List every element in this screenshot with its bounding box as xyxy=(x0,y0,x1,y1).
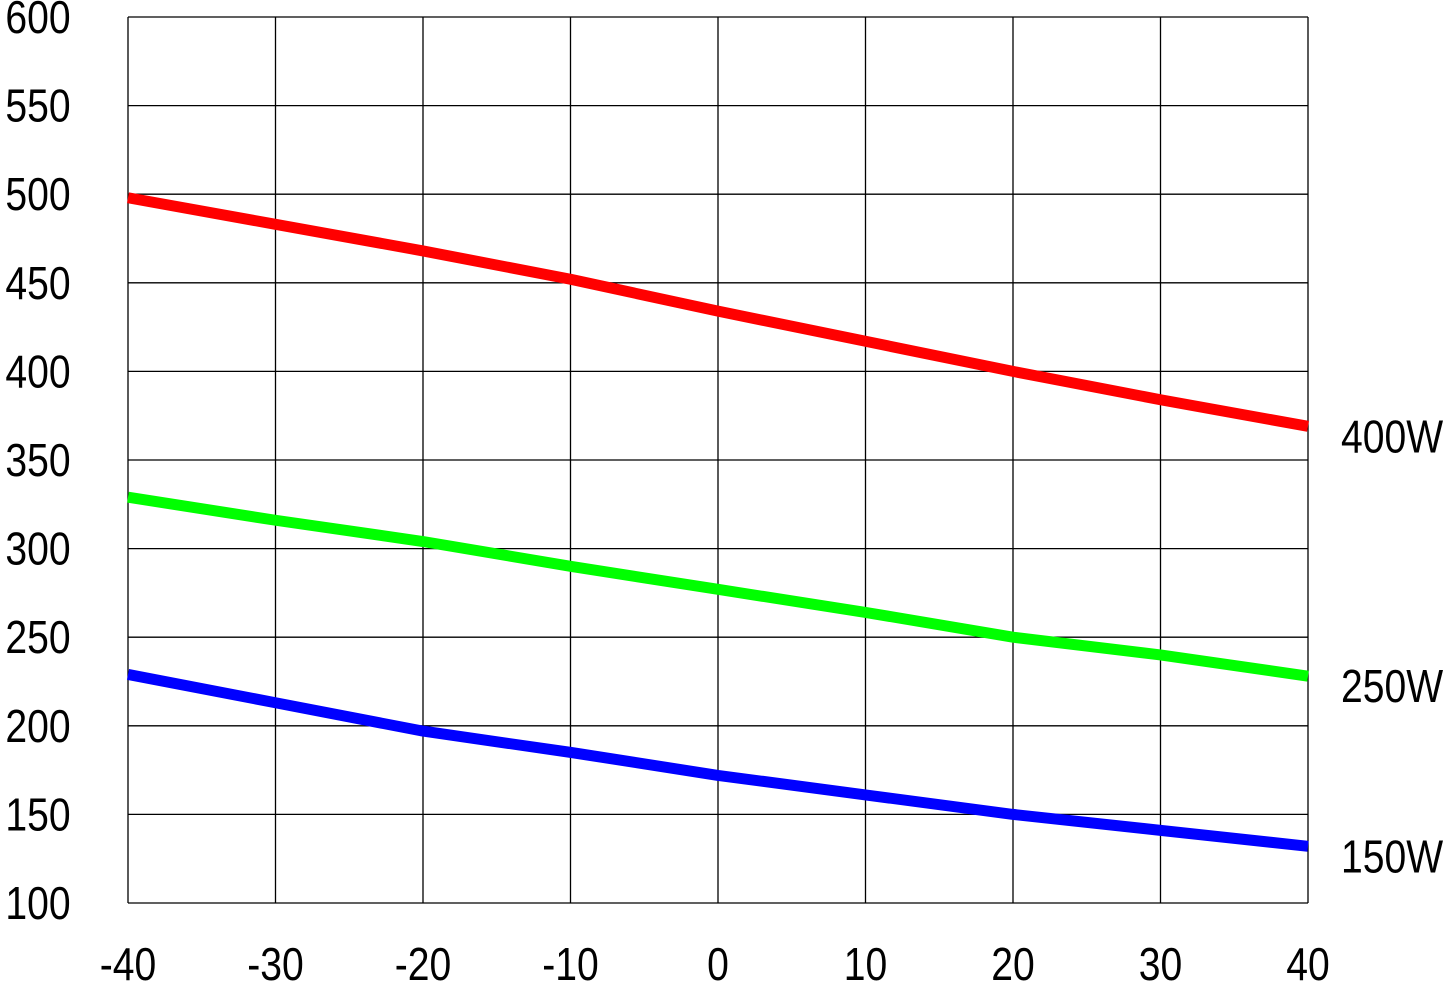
series-lines xyxy=(126,192,1309,852)
series-line-400W xyxy=(127,192,1309,432)
series-label: 400W xyxy=(1341,411,1444,463)
series-label: 250W xyxy=(1341,661,1444,713)
y-tick-label: 150 xyxy=(5,789,70,841)
series-label: 150W xyxy=(1341,831,1444,883)
y-tick-label: 300 xyxy=(5,524,70,576)
x-tick-label: -30 xyxy=(247,939,304,983)
y-tick-labels: 100 150 200 250 300 350 400 450 500 550 600 xyxy=(5,0,70,930)
series-line-250W xyxy=(127,491,1309,682)
y-tick-label: 450 xyxy=(5,258,70,310)
grid xyxy=(127,16,1309,904)
y-tick-label: 400 xyxy=(5,346,70,398)
x-tick-label: -20 xyxy=(395,939,452,983)
y-tick-label: 250 xyxy=(5,612,70,664)
x-tick-label: 40 xyxy=(1286,939,1329,983)
x-tick-labels: -40 -30 -20 -10 0 10 20 30 40 xyxy=(100,939,1330,983)
x-tick-label: 0 xyxy=(707,939,729,983)
y-tick-label: 100 xyxy=(5,878,70,930)
series-line-150W xyxy=(126,669,1309,852)
x-tick-label: -10 xyxy=(542,939,599,983)
x-tick-label: 20 xyxy=(991,939,1034,983)
series-labels: 400W 250W 150W xyxy=(1341,411,1444,883)
y-tick-label: 550 xyxy=(5,81,70,133)
y-tick-label: 200 xyxy=(5,701,70,753)
y-tick-label: 600 xyxy=(5,0,70,44)
y-tick-label: 500 xyxy=(5,169,70,221)
x-tick-label: 10 xyxy=(844,939,887,983)
x-tick-label: 30 xyxy=(1139,939,1182,983)
y-tick-label: 350 xyxy=(5,435,70,487)
x-tick-label: -40 xyxy=(100,939,157,983)
